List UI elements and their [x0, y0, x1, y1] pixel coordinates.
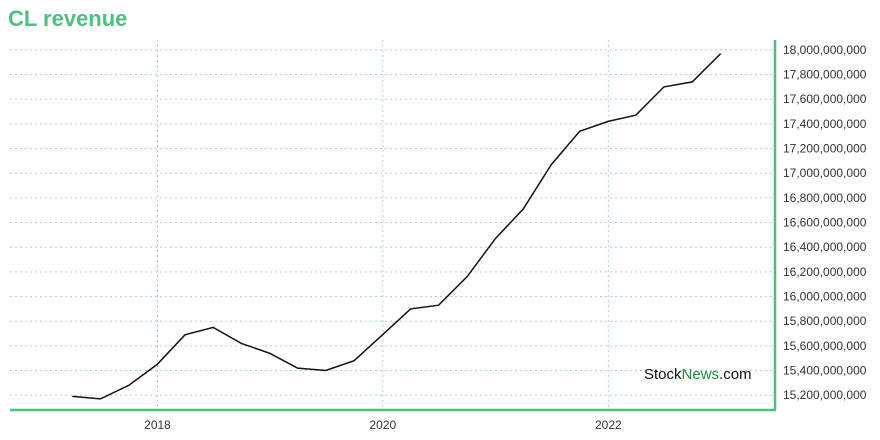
watermark-part-com: .com: [719, 366, 752, 383]
y-tick-labels: 15,200,000,000 15,400,000,000 15,600,000,0…: [783, 43, 867, 402]
y-tick-label: 15,400,000,000: [783, 364, 867, 378]
watermark-part-stock: Stock: [644, 366, 682, 383]
y-tick-label: 15,600,000,000: [783, 339, 867, 353]
x-tick-labels: 2018 2020 2022: [144, 418, 622, 432]
y-tick-label: 17,000,000,000: [783, 166, 867, 180]
y-tick-label: 18,000,000,000: [783, 43, 867, 57]
axes: [10, 40, 777, 412]
y-tick-label: 17,600,000,000: [783, 92, 867, 106]
y-tick-label: 16,200,000,000: [783, 265, 867, 279]
y-tick-label: 17,400,000,000: [783, 117, 867, 131]
chart-title: CL revenue: [8, 6, 128, 31]
y-tick-label: 16,800,000,000: [783, 191, 867, 205]
stocknews-watermark: StockNews.com: [644, 366, 752, 383]
y-tick-label: 17,800,000,000: [783, 68, 867, 82]
x-tick-label: 2020: [369, 418, 396, 432]
y-tick-label: 17,200,000,000: [783, 142, 867, 156]
watermark-part-news: News: [682, 366, 720, 383]
grid: [10, 40, 775, 410]
y-tick-label: 16,600,000,000: [783, 216, 867, 230]
x-tick-label: 2018: [144, 418, 171, 432]
y-tick-label: 16,000,000,000: [783, 290, 867, 304]
x-tick-label: 2022: [595, 418, 622, 432]
y-tick-label: 16,400,000,000: [783, 240, 867, 254]
y-tick-label: 15,200,000,000: [783, 388, 867, 402]
revenue-series-line: [72, 53, 722, 400]
y-tick-label: 15,800,000,000: [783, 314, 867, 328]
